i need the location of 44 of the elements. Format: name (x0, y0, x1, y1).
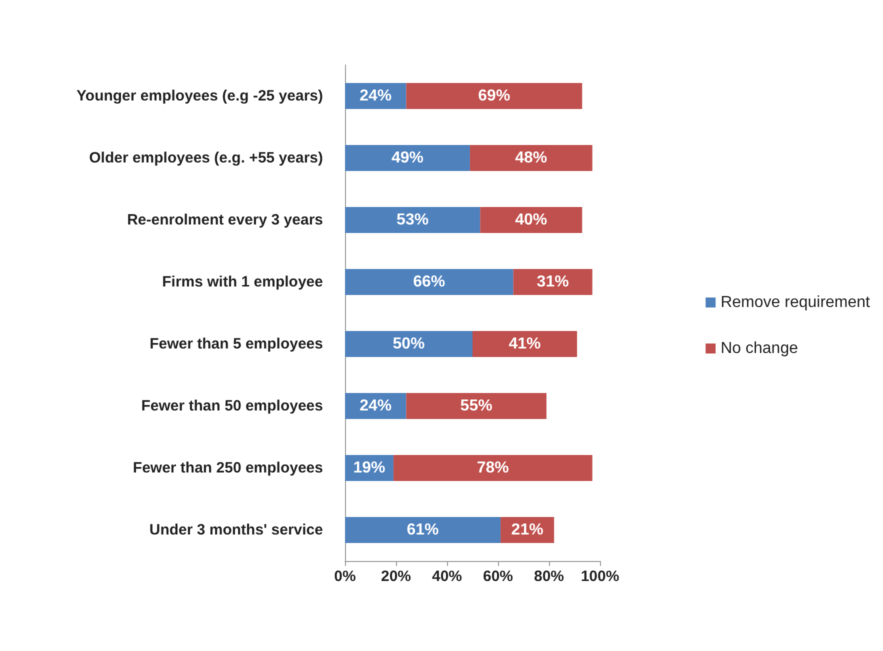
data-label: 40% (515, 212, 548, 228)
legend-label: Remove requirement (720, 294, 871, 311)
bar (345, 331, 472, 357)
y-tick-label: Fewer than 5 employees (150, 336, 323, 352)
data-label: 21% (511, 522, 544, 538)
data-label: 19% (353, 460, 386, 476)
bar (345, 145, 470, 171)
bar (472, 331, 578, 357)
y-tick-label: Under 3 months' service (149, 522, 323, 538)
y-tick-label: Fewer than 250 employees (132, 460, 323, 476)
y-tick-label: Fewer than 50 employees (141, 398, 323, 414)
x-tick-label: 40% (432, 568, 462, 585)
data-label: 66% (413, 274, 446, 290)
data-label: 24% (360, 398, 392, 414)
x-tick-label: 60% (482, 568, 514, 585)
bar (345, 269, 514, 295)
x-tick-label: 100% (580, 568, 620, 585)
y-tick-label: Younger employees (e.g -25 years) (76, 88, 323, 104)
bar (470, 145, 592, 171)
x-tick-label: 80% (534, 568, 564, 585)
data-label: 69% (478, 88, 510, 104)
data-label: 53% (396, 212, 429, 228)
y-tick-label: Firms with 1 employee (162, 274, 323, 290)
bar (513, 269, 592, 295)
legend-label: No change (720, 340, 798, 357)
bar (480, 207, 582, 233)
bar (345, 207, 480, 233)
data-label: 61% (406, 522, 439, 538)
data-label: 41% (508, 336, 541, 352)
bar (406, 393, 546, 419)
data-label: 24% (360, 88, 392, 104)
data-label: 31% (536, 274, 569, 290)
data-label: 50% (392, 336, 425, 352)
data-label: 48% (515, 150, 548, 166)
x-tick-label: 0% (334, 568, 356, 585)
bar (406, 83, 582, 109)
data-label: 55% (460, 398, 492, 414)
y-tick-label: Re-enrolment every 3 years (127, 212, 323, 228)
data-label: 78% (476, 460, 509, 476)
bar (393, 455, 592, 481)
x-tick-label: 20% (380, 568, 412, 585)
bar (345, 517, 501, 543)
data-label: 49% (391, 150, 424, 166)
y-tick-label: Older employees (e.g. +55 years) (89, 150, 323, 166)
